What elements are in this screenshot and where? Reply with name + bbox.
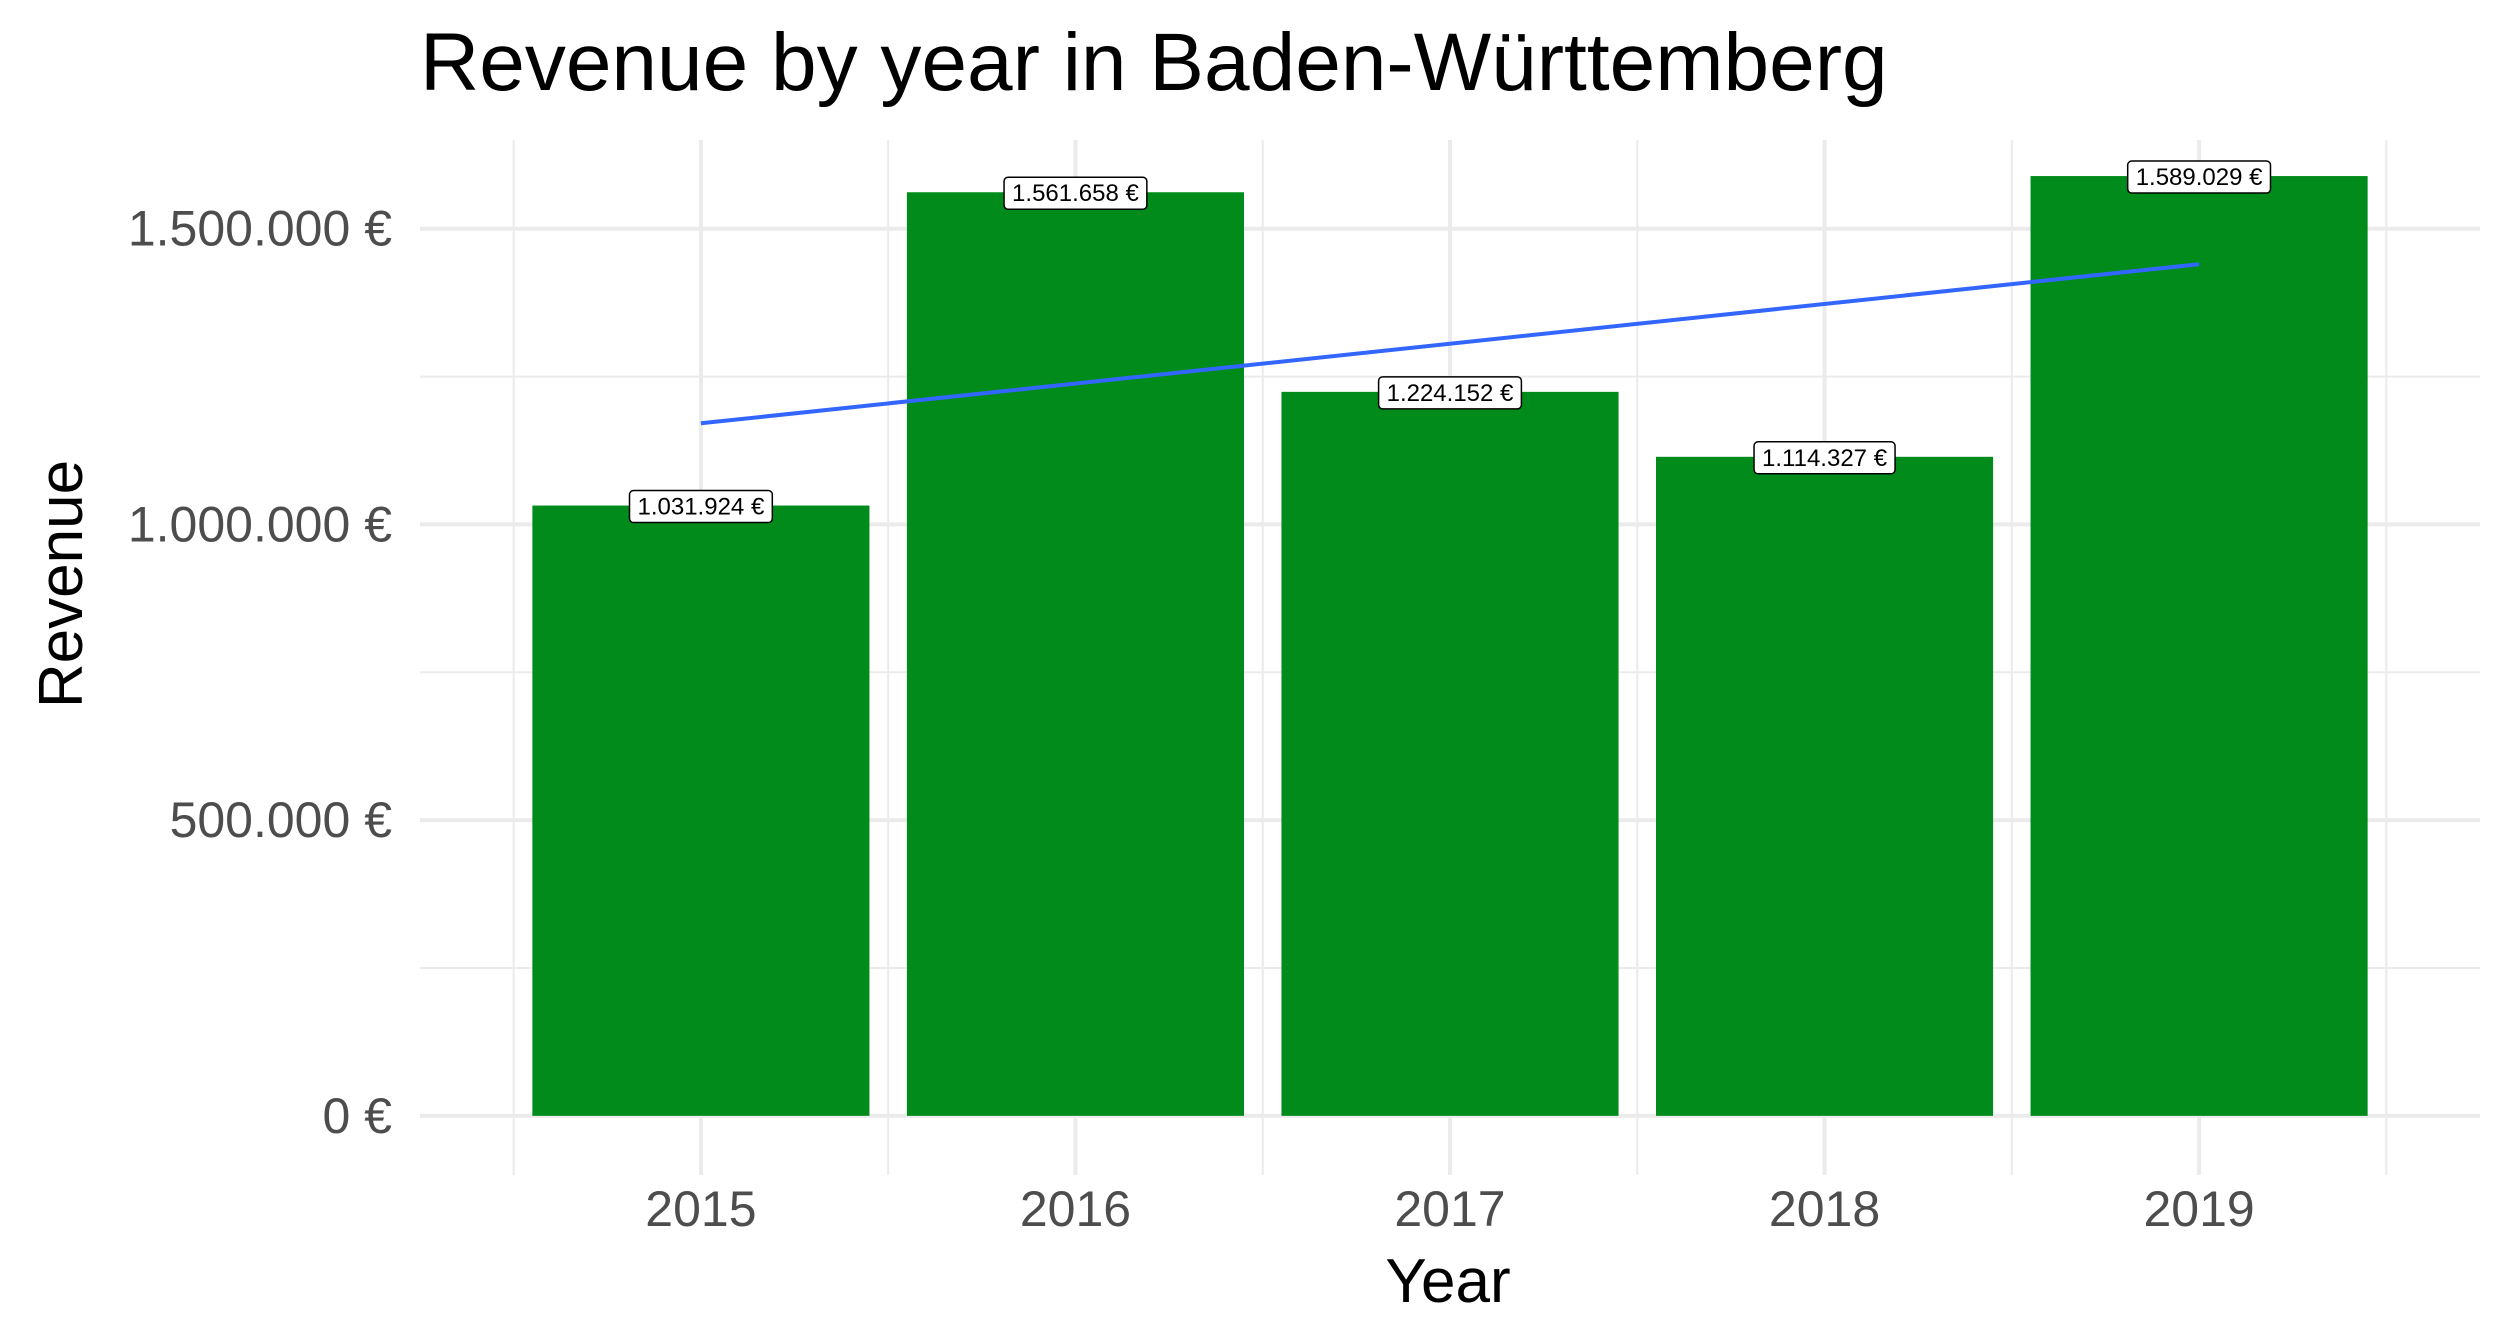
data-label-box: [1377, 376, 1523, 410]
data-label-2017: 1.224.152 €: [1377, 376, 1523, 410]
y-axis-title: Revenue: [27, 460, 96, 708]
data-label-text: 1.589.029 €: [2136, 164, 2263, 191]
data-label-2018: 1.114.327 €: [1753, 441, 1896, 475]
bar-2016: [906, 192, 1244, 1116]
trend-line: [700, 262, 2200, 426]
chart-title: Revenue by year in Baden-Württemberg: [420, 17, 1888, 108]
data-label-2019: 1.589.029 €: [2126, 160, 2272, 194]
data-label-text: 1.114.327 €: [1762, 445, 1888, 472]
data-labels: 1.031.924 € 1.561.658 € 1.224.152 € 1.114.3…: [628, 160, 2272, 524]
x-tick-label: 2017: [1394, 1181, 1505, 1237]
x-tick-label: 2015: [645, 1181, 756, 1237]
data-label-box: [2126, 160, 2272, 194]
bar-2017: [1281, 391, 1619, 1116]
data-label-box: [628, 489, 774, 524]
y-tick-label: 1.500.000 €: [128, 201, 392, 257]
data-label-box: [1003, 176, 1148, 210]
y-tick-label: 0 €: [322, 1088, 392, 1144]
data-label-text: 1.224.152 €: [1387, 380, 1514, 407]
y-axis-tick-labels: 0 € 500.000 € 1.000.000 € 1.500.000 €: [128, 201, 392, 1144]
data-label-text: 1.031.924 €: [638, 494, 765, 521]
data-label-2016: 1.561.658 €: [1003, 176, 1148, 210]
y-tick-label: 1.000.000 €: [128, 496, 392, 552]
bar-2018: [1656, 456, 1994, 1116]
bars: [532, 176, 2368, 1116]
bar-2019: [2030, 176, 2368, 1116]
y-tick-label: 500.000 €: [170, 792, 393, 848]
x-axis-tick-labels: 2015 2016 2017 2018 2019: [645, 1181, 2254, 1237]
data-label-2015: 1.031.924 €: [628, 489, 774, 524]
data-label-box: [1753, 441, 1896, 475]
x-tick-label: 2018: [1769, 1181, 1880, 1237]
data-label-text: 1.561.658 €: [1012, 180, 1139, 207]
x-axis-title: Year: [1385, 1247, 1510, 1316]
x-tick-label: 2019: [2143, 1181, 2254, 1237]
bar-2015: [532, 505, 870, 1116]
x-tick-label: 2016: [1020, 1181, 1131, 1237]
